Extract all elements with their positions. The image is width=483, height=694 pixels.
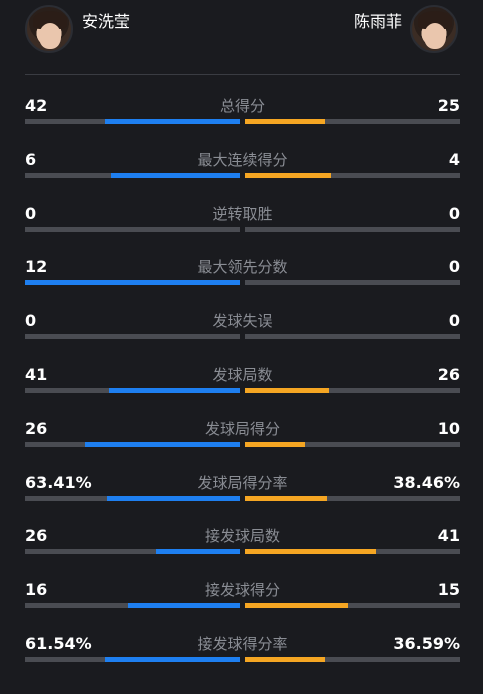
stat-right-bar-fill: [245, 388, 329, 393]
stat-right-value: 0: [448, 311, 460, 331]
stat-left-bar-track: [25, 603, 240, 609]
stat-row: 最大领先分数 12 0: [25, 257, 460, 297]
stat-left-bar-track: [25, 119, 240, 124]
stat-left-bar-fill: [105, 119, 240, 124]
stat-right-bar-track: [245, 334, 460, 340]
player-left-avatar[interactable]: [25, 5, 73, 53]
stat-left-bar-track: [25, 172, 240, 178]
stat-left-value: 0: [25, 203, 37, 223]
stat-label: 发球局得分: [204, 419, 280, 438]
stat-right-bar-track: [245, 226, 460, 232]
stat-right-value: 38.46%: [393, 472, 460, 492]
stat-left-bar-fill: [25, 280, 240, 286]
stat-left-bar-track: [25, 280, 240, 286]
player-right-avatar[interactable]: [410, 5, 458, 53]
stat-left-value: 6: [25, 149, 37, 169]
stat-left-bar-track: [25, 226, 240, 232]
stat-right-bar-track: [245, 495, 460, 501]
stat-right-value: 25: [437, 96, 460, 115]
stat-label: 发球失误: [212, 312, 273, 331]
stat-left-value: 26: [25, 526, 48, 546]
face-shape: [39, 23, 61, 49]
stat-right-value: 15: [437, 580, 460, 600]
hair-shape: [418, 11, 452, 29]
stat-left-value: 42: [25, 96, 48, 115]
stat-left-value: 41: [25, 365, 48, 384]
stat-left-bar-fill: [109, 388, 240, 393]
stat-label: 接发球局数: [204, 527, 280, 546]
stat-right-bar-fill: [245, 603, 348, 609]
stat-right-value: 41: [437, 526, 460, 546]
stat-label: 发球局得分率: [197, 473, 288, 492]
stat-left-value: 16: [25, 580, 48, 600]
header-divider: [25, 74, 460, 75]
stat-right-bar-fill: [245, 549, 376, 555]
stat-right-bar-track: [245, 119, 460, 124]
stat-row: 接发球得分率 61.54% 36.59%: [25, 634, 460, 674]
match-header: 安洗莹 陈雨菲: [0, 0, 483, 75]
stat-right-bar-fill: [245, 657, 325, 662]
stat-label: 总得分: [219, 97, 265, 115]
stat-label: 最大领先分数: [197, 258, 288, 277]
stat-right-bar-track: [245, 280, 460, 286]
stat-label: 发球局数: [212, 366, 273, 384]
face-shape: [424, 23, 446, 49]
stat-left-bar-fill: [105, 657, 240, 662]
stat-row: 接发球局数 26 41: [25, 526, 460, 566]
stat-right-value: 0: [448, 257, 460, 277]
stat-left-bar-track: [25, 441, 240, 447]
stat-left-bar-fill: [107, 495, 240, 501]
stat-row: 发球局得分 26 10: [25, 419, 460, 459]
stat-left-bar-track: [25, 549, 240, 555]
stat-right-bar-track: [245, 549, 460, 555]
stat-right-value: 26: [437, 365, 460, 384]
stat-left-bar-track: [25, 495, 240, 501]
stat-left-value: 26: [25, 418, 48, 438]
stat-right-bar-track: [245, 441, 460, 447]
stat-left-bar-track: [25, 657, 240, 662]
stat-left-value: 0: [25, 311, 37, 331]
stat-row: 逆转取胜 0 0: [25, 204, 460, 244]
stat-right-bar-track: [245, 657, 460, 662]
stat-right-bar-fill: [245, 119, 325, 124]
stat-label: 接发球得分率: [197, 635, 288, 653]
stat-right-bar-fill: [245, 495, 327, 501]
stat-row: 接发球得分 16 15: [25, 580, 460, 620]
stat-right-value: 0: [448, 203, 460, 223]
stat-right-value: 4: [448, 149, 460, 169]
player-right-name[interactable]: 陈雨菲: [354, 12, 403, 31]
stat-right-bar-track: [245, 603, 460, 609]
stat-right-bar-fill: [245, 441, 305, 447]
stat-row: 总得分 42 25: [25, 96, 460, 136]
stat-right-bar-track: [245, 172, 460, 178]
stat-left-bar-fill: [128, 603, 240, 609]
stat-left-bar-track: [25, 334, 240, 340]
stat-left-value: 61.54%: [25, 634, 92, 653]
stat-right-bar-track: [245, 388, 460, 393]
stat-row: 最大连续得分 6 4: [25, 150, 460, 190]
stat-right-value: 36.59%: [393, 634, 460, 653]
stat-left-bar-fill: [85, 441, 240, 447]
stat-right-bar-fill: [245, 172, 331, 178]
stat-left-value: 12: [25, 257, 48, 277]
stat-left-bar-track: [25, 388, 240, 393]
stat-right-value: 10: [437, 418, 460, 438]
stat-left-bar-fill: [156, 549, 240, 555]
stat-label: 逆转取胜: [212, 204, 273, 223]
stat-row: 发球失误 0 0: [25, 311, 460, 351]
player-left-name[interactable]: 安洗莹: [82, 12, 131, 31]
stat-left-value: 63.41%: [25, 472, 92, 492]
stat-row: 发球局数 41 26: [25, 365, 460, 405]
stat-label: 最大连续得分: [197, 150, 288, 169]
stat-left-bar-fill: [111, 172, 240, 178]
stat-label: 接发球得分: [204, 581, 280, 600]
stat-row: 发球局得分率 63.41% 38.46%: [25, 473, 460, 513]
hair-shape: [33, 11, 67, 29]
